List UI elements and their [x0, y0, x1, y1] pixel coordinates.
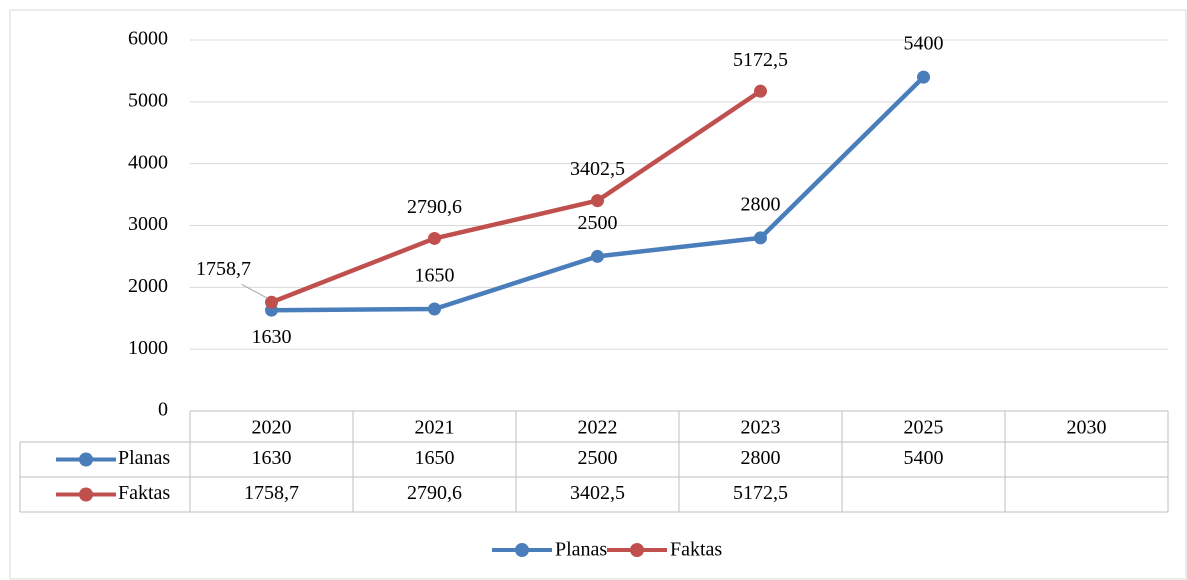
series-line — [270, 89, 762, 305]
data-label: 1630 — [252, 326, 292, 348]
table-cell: 5172,5 — [733, 482, 788, 504]
data-label: 5172,5 — [733, 49, 788, 71]
legend-key-marker — [515, 543, 529, 557]
data-label: 5400 — [904, 33, 944, 55]
x-tick-label: 2020 — [252, 417, 292, 439]
chart-frame — [9, 9, 1187, 580]
data-label: 2800 — [741, 193, 781, 215]
table-cell: 2790,6 — [407, 482, 462, 504]
series-marker — [428, 302, 441, 316]
data-label: 3402,5 — [570, 158, 625, 180]
series-marker — [591, 194, 604, 208]
table-cell: 1630 — [252, 447, 292, 469]
y-tick-label: 1000 — [128, 337, 168, 359]
x-tick-label: 2023 — [741, 417, 781, 439]
legend-label: Faktas — [670, 539, 722, 561]
table-cell: 1758,7 — [244, 482, 299, 504]
data-label: 2790,6 — [407, 196, 462, 218]
series-marker — [754, 231, 767, 245]
table-cell: 2800 — [741, 447, 781, 469]
legend-key-marker — [79, 487, 93, 502]
series-marker — [754, 84, 767, 98]
series-marker — [917, 70, 930, 84]
x-tick-label: 2025 — [904, 417, 944, 439]
table-row-label: Planas — [118, 447, 170, 469]
series-marker — [428, 231, 441, 245]
y-tick-label: 2000 — [128, 275, 168, 297]
table-cell: 1650 — [415, 447, 455, 469]
legend-key-marker — [630, 543, 644, 557]
y-tick-label: 5000 — [128, 89, 168, 111]
data-label: 1650 — [415, 265, 455, 287]
legend-label: Planas — [555, 539, 607, 561]
x-tick-label: 2021 — [415, 417, 455, 439]
x-tick-label: 2022 — [578, 417, 618, 439]
series-marker — [591, 249, 604, 263]
table-cell: 3402,5 — [570, 482, 625, 504]
leader-line — [241, 283, 268, 299]
data-label: 2500 — [578, 212, 618, 234]
y-tick-label: 0 — [158, 399, 168, 421]
series-marker — [265, 295, 278, 309]
y-tick-label: 6000 — [128, 28, 168, 50]
table-cell: 5400 — [904, 447, 944, 469]
table-cell: 2500 — [578, 447, 618, 469]
y-tick-label: 3000 — [128, 213, 168, 235]
legend-key-marker — [79, 452, 93, 467]
data-label: 1758,7 — [196, 258, 251, 280]
y-tick-label: 4000 — [128, 151, 168, 173]
x-tick-label: 2030 — [1067, 417, 1107, 439]
table-row-label: Faktas — [118, 482, 170, 504]
